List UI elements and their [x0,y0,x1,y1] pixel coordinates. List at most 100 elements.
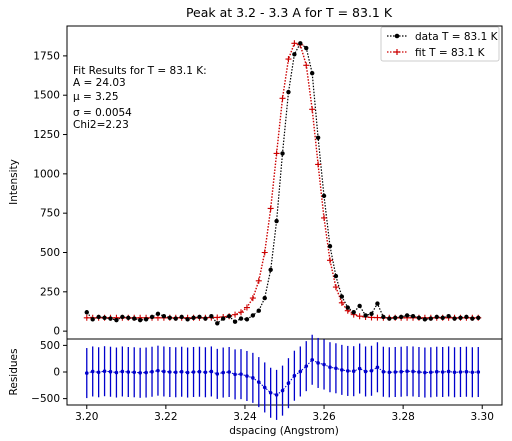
legend-label-fit: fit T = 83.1 K [415,47,486,59]
fit-point [273,150,280,157]
residue-point [452,370,457,375]
fit-point [279,95,286,102]
data-point [161,313,167,319]
data-point [108,316,113,321]
residue-point [458,370,463,374]
data-point [221,316,226,321]
fit-point [267,205,274,212]
residue-point [464,369,469,374]
fit-point [291,40,298,47]
residue-point [239,372,243,376]
data-point [179,314,184,320]
residue-point [144,370,148,375]
residue-point [262,385,267,390]
residue-point [256,380,261,384]
y-tick-label: 1250 [33,129,60,141]
x-tick-label: 3.26 [312,411,336,423]
data-point [387,316,392,321]
y-tick-label: 250 [40,286,60,298]
residue-point [351,369,356,374]
residue-point [292,373,297,378]
fit-point [309,106,316,113]
data-point [369,311,374,317]
residue-point [268,390,273,395]
y-tick-label: 750 [40,208,60,220]
x-tick-label: 3.22 [154,411,177,423]
residue-point [84,371,89,375]
residue-point [191,370,196,374]
chart-title: Peak at 3.2 - 3.3 A for T = 83.1 K [186,5,393,20]
data-point [404,313,410,318]
data-point [149,314,155,320]
data-point [126,315,131,320]
residue-point [322,362,326,367]
x-tick-label: 3.28 [391,411,414,423]
data-point [120,314,125,320]
residue-point [132,370,137,375]
y-tick-label: 0 [53,326,60,338]
data-point [345,305,350,310]
annotation-line: A = 24.03 [73,77,126,89]
residue-point [108,369,113,374]
data-point [452,316,457,321]
fit-point [321,214,328,221]
residue-point [96,370,101,375]
residue-point [363,369,368,374]
data-point [446,313,451,319]
residue-point [411,369,415,374]
data-point [132,316,137,321]
y-tick-label: 1000 [33,168,60,180]
fit-point [332,284,339,291]
data-point [333,273,339,279]
fit-point [338,299,345,306]
data-point [422,317,428,322]
data-point [286,89,291,95]
intensity-y-axis: 0 250 500 750 1000 1250 1500 1750 [33,50,67,338]
residue-point [405,369,409,374]
data-point [209,313,214,319]
data-point [476,315,481,320]
fit-point [285,56,292,63]
fit-point [249,295,256,302]
residue-point [221,370,226,375]
data-point [398,314,404,320]
data-point [309,70,315,76]
residue-point [233,372,237,377]
residue-point [310,357,314,362]
y-tick-label: −500 [31,393,60,405]
fit-results-annotation: Fit Results for T = 83.1 K: A = 24.03 μ … [73,65,207,131]
data-point [381,314,386,320]
y-tick-label: 500 [40,247,60,259]
residue-point [440,370,445,374]
annotation-line: Fit Results for T = 83.1 K: [73,65,207,77]
data-point [434,314,439,320]
data-point [327,244,333,249]
residue-point [274,393,279,397]
legend-marker-data [394,33,400,39]
y-tick-label: 1750 [33,50,60,62]
data-point [90,317,95,322]
data-point [351,310,356,315]
residue-point [328,365,332,370]
data-point [304,45,309,51]
intensity-marks [83,40,482,326]
annotation-line: μ = 3.25 [73,91,119,103]
data-point [185,317,190,322]
data-point [428,316,434,321]
residue-point [434,369,439,374]
fit-point [356,313,363,320]
residue-point [417,370,421,374]
data-point [256,308,261,313]
residue-point [162,369,166,374]
residue-point [375,365,380,370]
residue-point [126,370,131,374]
residues-marks [84,334,481,420]
data-point [464,314,469,320]
x-axis-label: dspacing (Angstrom) [229,425,339,437]
data-point [375,301,380,306]
residue-point [215,372,220,376]
annotation-line: σ = 0.0054 [73,107,132,119]
data-point [440,315,445,320]
data-point [197,314,202,320]
fit-point [315,161,322,168]
